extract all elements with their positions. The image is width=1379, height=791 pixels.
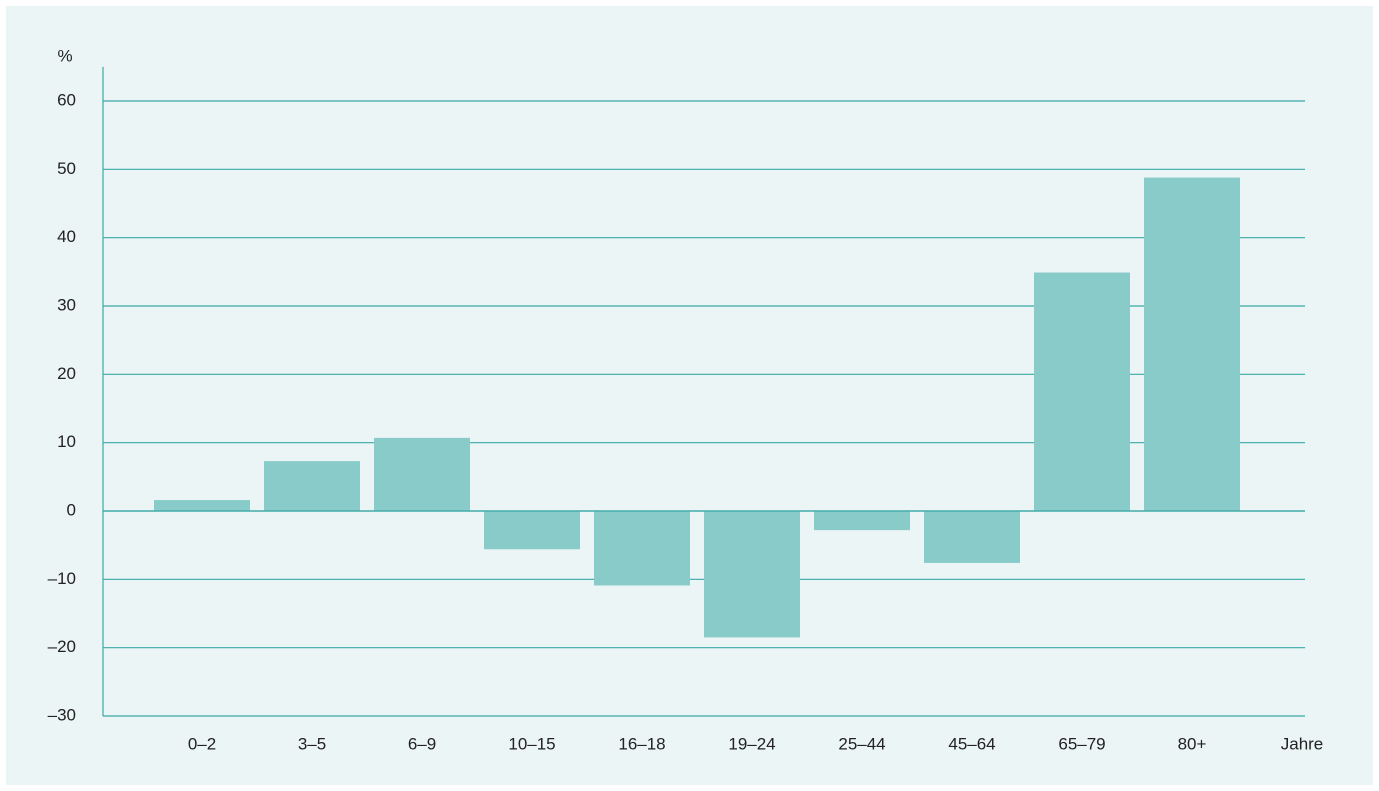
x-tick-label: 19–24 (728, 734, 775, 753)
x-tick-label: 0–2 (188, 734, 216, 753)
x-tick-label: 65–79 (1058, 734, 1105, 753)
bar (1034, 272, 1130, 511)
y-tick-label: 30 (57, 295, 76, 314)
y-tick-label: –10 (48, 569, 76, 588)
x-tick-label: 3–5 (298, 734, 326, 753)
x-axis-label: Jahre (1281, 734, 1324, 753)
bar (704, 511, 800, 638)
y-tick-label: 40 (57, 227, 76, 246)
y-tick-label: 20 (57, 364, 76, 383)
y-axis-label: % (57, 46, 72, 65)
bar (484, 511, 580, 550)
y-tick-label: –20 (48, 637, 76, 656)
x-tick-label: 80+ (1178, 734, 1207, 753)
bar (264, 461, 360, 511)
bar (594, 511, 690, 586)
x-tick-label: 6–9 (408, 734, 436, 753)
bar (374, 437, 470, 511)
y-tick-label: 60 (57, 90, 76, 109)
y-tick-label: 50 (57, 159, 76, 178)
x-tick-label: 10–15 (508, 734, 555, 753)
y-tick-label: –30 (48, 705, 76, 724)
y-tick-label: 0 (67, 500, 76, 519)
x-tick-label: 25–44 (838, 734, 885, 753)
bar (924, 511, 1020, 563)
x-tick-label: 16–18 (618, 734, 665, 753)
y-tick-label: 10 (57, 432, 76, 451)
x-tick-label: 45–64 (948, 734, 995, 753)
bar (154, 500, 250, 511)
bar (1144, 177, 1240, 512)
bar (814, 511, 910, 531)
